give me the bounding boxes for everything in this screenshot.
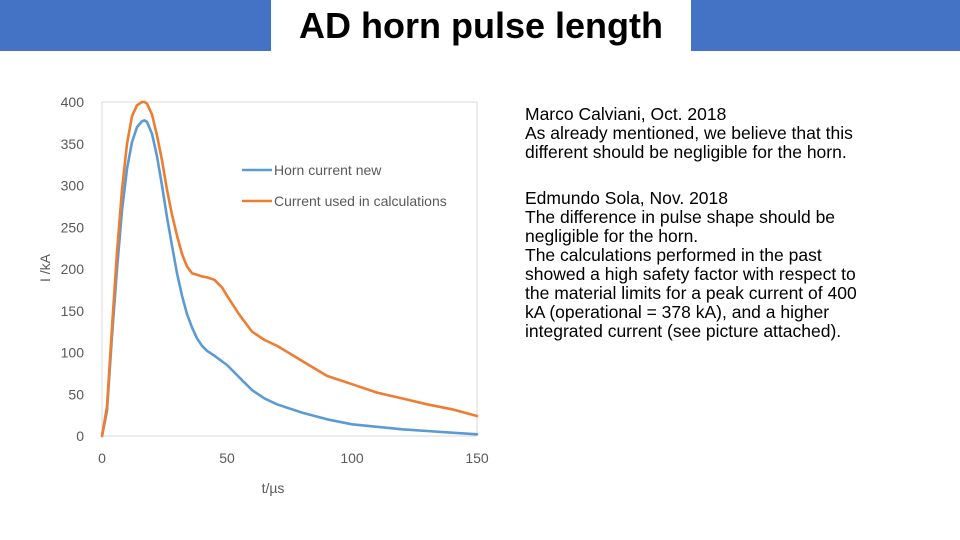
x-tick-label: 100	[340, 450, 364, 466]
y-tick-label: 100	[61, 345, 85, 361]
y-tick-label: 400	[61, 94, 85, 110]
note-paragraph: The calculations performed in the past s…	[525, 245, 857, 341]
y-axis-label: I /kA	[37, 253, 53, 282]
y-tick-label: 0	[76, 428, 84, 444]
x-axis-label: t/µs	[262, 480, 285, 496]
x-tick-label: 0	[98, 450, 106, 466]
note-block: Marco Calviani, Oct. 2018 As already ment…	[525, 105, 870, 162]
note-paragraph: The difference in pulse shape should be …	[525, 207, 836, 246]
y-tick-label: 50	[68, 386, 84, 402]
legend-label: Current used in calculations	[274, 193, 447, 209]
note-author: Edmundo Sola, Nov. 2018	[525, 188, 729, 208]
y-tick-label: 150	[61, 303, 85, 319]
y-tick-label: 300	[61, 178, 85, 194]
y-tick-label: 350	[61, 136, 85, 152]
series-line-current-used-in-calculations	[100, 100, 479, 438]
slide-title: AD horn pulse length	[271, 0, 691, 51]
plot-area	[101, 101, 478, 437]
y-tick-label: 250	[61, 219, 85, 235]
x-tick-label: 150	[465, 450, 489, 466]
note-paragraph: As already mentioned, we believe that th…	[525, 123, 853, 162]
y-tick-label: 200	[61, 261, 85, 277]
note-block: Edmundo Sola, Nov. 2018 The difference in…	[525, 189, 870, 341]
current-pulse-chart: 0 50 100 150 200 250 300 350 400 0 50 100 150 Horn …	[37, 94, 489, 496]
x-tick-label: 50	[219, 450, 235, 466]
note-author: Marco Calviani, Oct. 2018	[525, 104, 727, 124]
legend-label: Horn current new	[274, 162, 382, 178]
series-line-horn-current-new	[100, 119, 479, 438]
notes-panel: Marco Calviani, Oct. 2018 As already ment…	[525, 105, 870, 368]
